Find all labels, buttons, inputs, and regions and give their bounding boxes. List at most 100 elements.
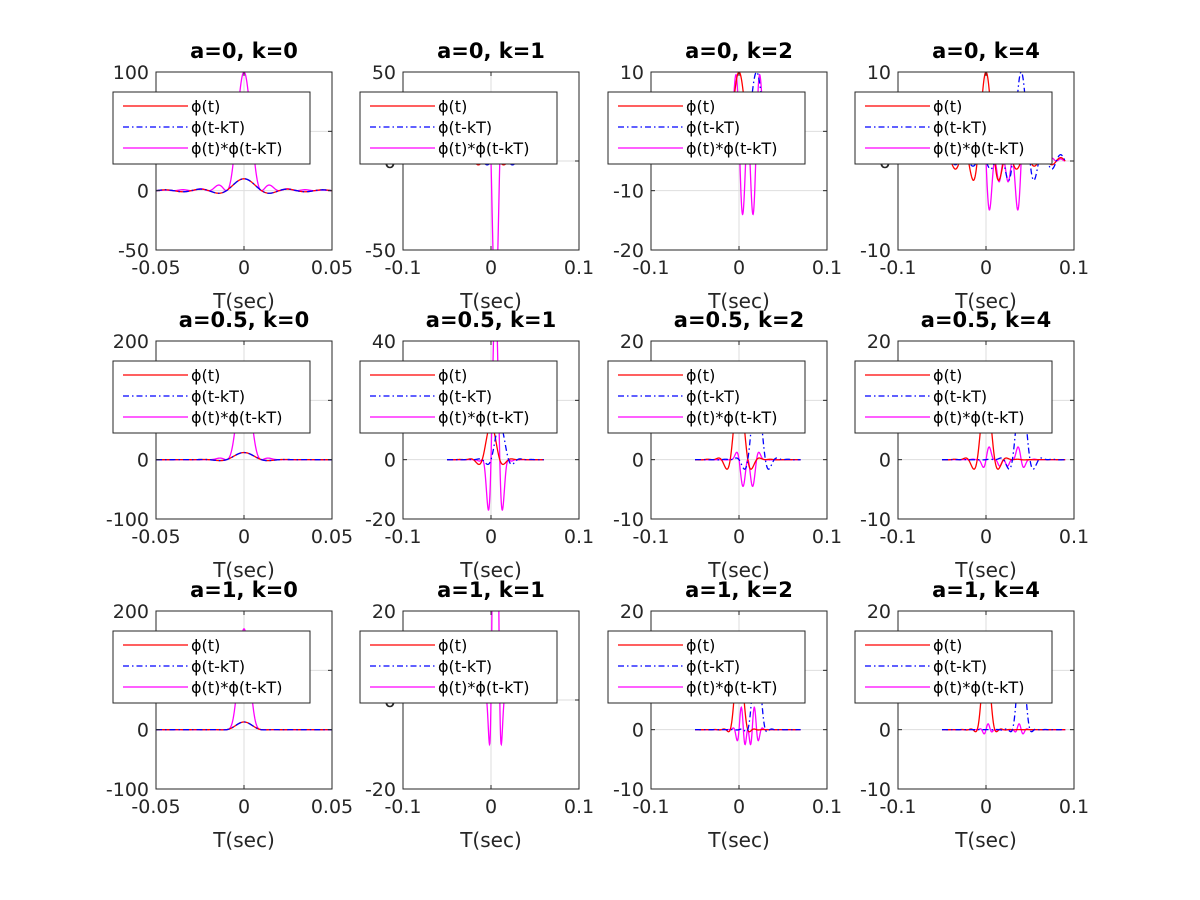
subplot-title: a=0, k=0 xyxy=(190,39,298,63)
y-tick-label: 0 xyxy=(137,181,149,203)
series-group xyxy=(942,387,1066,470)
legend-box xyxy=(607,91,806,165)
x-tick-label: 0.1 xyxy=(1059,796,1089,818)
y-tick-label: -10 xyxy=(613,779,644,801)
legend: ϕ(t) ϕ(t-kT) ϕ(t)*ϕ(t-kT) xyxy=(854,360,1053,434)
subplot-title: a=0.5, k=0 xyxy=(179,308,309,332)
x-axis-label: T(sec) xyxy=(707,558,770,582)
x-tick-label: 0 xyxy=(980,796,992,818)
x-tick-label: -0.1 xyxy=(879,526,916,548)
legend: ϕ(t) ϕ(t-kT) ϕ(t)*ϕ(t-kT) xyxy=(359,360,558,434)
x-tick-label: 0.1 xyxy=(1059,257,1089,279)
legend-label: ϕ(t)*ϕ(t-kT) xyxy=(438,678,529,697)
subplot: -0.100.1-1001020a=1, k=4T(sec)ϕ(t)ϕ(t-kT… xyxy=(854,578,1089,852)
y-tick-label: 50 xyxy=(372,62,396,84)
y-tick-label: 100 xyxy=(113,62,149,84)
legend-box xyxy=(854,91,1053,165)
series-line-phi-shifted xyxy=(156,451,332,462)
subplot: -0.100.1-2002040a=0.5, k=1T(sec)ϕ(t)ϕ(t-… xyxy=(359,308,594,582)
x-tick-label: -0.1 xyxy=(632,257,669,279)
x-tick-label: 0 xyxy=(485,796,497,818)
legend: ϕ(t) ϕ(t-kT) ϕ(t)*ϕ(t-kT) xyxy=(112,630,311,704)
x-tick-label: 0.1 xyxy=(564,526,594,548)
x-axis-label: T(sec) xyxy=(707,828,770,852)
x-tick-label: 0.05 xyxy=(311,526,353,548)
x-axis-label: T(sec) xyxy=(954,558,1017,582)
x-tick-label: 0 xyxy=(238,526,250,548)
x-axis-label: T(sec) xyxy=(954,289,1017,313)
subplot: -0.100.1-1001020a=1, k=2T(sec)ϕ(t)ϕ(t-kT… xyxy=(607,578,842,852)
legend: ϕ(t) ϕ(t-kT) ϕ(t)*ϕ(t-kT) xyxy=(359,630,558,704)
x-axis-label: T(sec) xyxy=(707,289,770,313)
legend-label: ϕ(t-kT) xyxy=(191,657,245,676)
legend-box xyxy=(854,630,1053,704)
legend-label: ϕ(t)*ϕ(t-kT) xyxy=(686,139,777,158)
legend-label: ϕ(t)*ϕ(t-kT) xyxy=(686,408,777,427)
legend: ϕ(t) ϕ(t-kT) ϕ(t)*ϕ(t-kT) xyxy=(112,360,311,434)
legend-label: ϕ(t-kT) xyxy=(686,657,740,676)
subplot-title: a=0.5, k=1 xyxy=(426,308,556,332)
subplot: -0.100.1-20020a=1, k=1T(sec)ϕ(t)ϕ(t-kT)ϕ… xyxy=(359,578,594,852)
series-line-product xyxy=(942,723,1066,735)
legend: ϕ(t) ϕ(t-kT) ϕ(t)*ϕ(t-kT) xyxy=(112,91,311,165)
series-line-phi-shifted xyxy=(156,721,332,731)
legend-label: ϕ(t)*ϕ(t-kT) xyxy=(191,678,282,697)
series-line-product xyxy=(156,72,332,192)
legend-label: ϕ(t-kT) xyxy=(686,118,740,137)
x-tick-label: -0.1 xyxy=(384,796,421,818)
legend-label: ϕ(t)*ϕ(t-kT) xyxy=(686,678,777,697)
y-tick-label: -100 xyxy=(106,779,149,801)
legend-label: ϕ(t) xyxy=(686,97,715,116)
legend-label: ϕ(t-kT) xyxy=(438,118,492,137)
x-tick-label: -0.05 xyxy=(131,257,180,279)
x-tick-label: 0.1 xyxy=(1059,526,1089,548)
x-tick-label: -0.1 xyxy=(384,526,421,548)
legend-box xyxy=(359,360,558,434)
legend-label: ϕ(t)*ϕ(t-kT) xyxy=(438,139,529,158)
x-tick-label: 0 xyxy=(980,257,992,279)
series-group xyxy=(447,341,544,511)
legend-label: ϕ(t)*ϕ(t-kT) xyxy=(933,678,1024,697)
x-tick-label: 0 xyxy=(485,526,497,548)
y-tick-label: 20 xyxy=(620,331,644,353)
y-tick-label: 200 xyxy=(113,331,149,353)
legend-label: ϕ(t) xyxy=(438,366,467,385)
legend: ϕ(t) ϕ(t-kT) ϕ(t)*ϕ(t-kT) xyxy=(854,91,1053,165)
y-tick-label: 0 xyxy=(137,720,149,742)
x-tick-label: 0.05 xyxy=(311,796,353,818)
legend-box xyxy=(607,360,806,434)
y-tick-label: -50 xyxy=(365,240,396,262)
y-tick-label: 10 xyxy=(867,62,891,84)
legend-label: ϕ(t) xyxy=(191,97,220,116)
series-line-phi-shifted xyxy=(942,651,1066,733)
y-tick-label: 0 xyxy=(137,450,149,472)
y-tick-label: 40 xyxy=(372,331,396,353)
y-tick-label: -100 xyxy=(106,509,149,531)
legend-label: ϕ(t) xyxy=(933,97,962,116)
legend-label: ϕ(t) xyxy=(933,366,962,385)
x-tick-label: 0 xyxy=(733,257,745,279)
legend-label: ϕ(t) xyxy=(933,636,962,655)
subplot-title: a=1, k=0 xyxy=(190,578,298,602)
y-tick-label: 200 xyxy=(113,601,149,623)
legend-label: ϕ(t)*ϕ(t-kT) xyxy=(191,139,282,158)
series-line-product xyxy=(695,706,801,746)
y-tick-label: -10 xyxy=(860,240,891,262)
legend-label: ϕ(t)*ϕ(t-kT) xyxy=(933,408,1024,427)
legend-label: ϕ(t)*ϕ(t-kT) xyxy=(191,408,282,427)
x-axis-label: T(sec) xyxy=(459,289,522,313)
y-tick-label: 0 xyxy=(879,720,891,742)
legend-label: ϕ(t-kT) xyxy=(686,387,740,406)
x-axis-label: T(sec) xyxy=(954,828,1017,852)
legend-label: ϕ(t)*ϕ(t-kT) xyxy=(933,139,1024,158)
legend-label: ϕ(t) xyxy=(686,636,715,655)
y-tick-label: -10 xyxy=(613,509,644,531)
x-tick-label: -0.1 xyxy=(879,257,916,279)
y-tick-label: 20 xyxy=(372,601,396,623)
legend-label: ϕ(t)*ϕ(t-kT) xyxy=(438,408,529,427)
y-tick-label: -20 xyxy=(365,509,396,531)
subplot-title: a=1, k=1 xyxy=(437,578,545,602)
legend-label: ϕ(t) xyxy=(191,636,220,655)
